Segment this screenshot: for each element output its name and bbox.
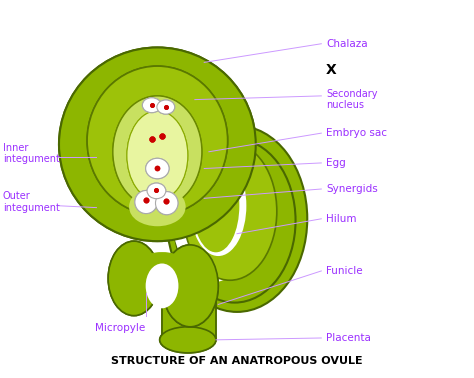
Ellipse shape — [155, 192, 178, 215]
Ellipse shape — [59, 48, 256, 241]
Ellipse shape — [129, 253, 195, 290]
Text: Micropyle: Micropyle — [95, 323, 145, 333]
Ellipse shape — [142, 98, 161, 113]
Ellipse shape — [146, 158, 169, 179]
Ellipse shape — [174, 139, 296, 303]
Ellipse shape — [87, 66, 228, 215]
Ellipse shape — [146, 263, 178, 308]
Ellipse shape — [192, 159, 239, 253]
Ellipse shape — [108, 241, 160, 316]
Text: Chalaza: Chalaza — [326, 39, 368, 49]
Text: Hilum: Hilum — [326, 214, 356, 224]
Text: Secondary
nucleus: Secondary nucleus — [326, 89, 377, 110]
Text: X: X — [326, 63, 337, 77]
Text: Egg: Egg — [326, 158, 346, 168]
Text: Embryo sac: Embryo sac — [326, 128, 387, 138]
Ellipse shape — [183, 143, 277, 280]
Ellipse shape — [146, 263, 178, 308]
Text: Synergids: Synergids — [326, 184, 378, 194]
Ellipse shape — [142, 98, 161, 113]
Ellipse shape — [206, 174, 248, 256]
Ellipse shape — [108, 241, 160, 316]
Ellipse shape — [207, 180, 242, 247]
Ellipse shape — [197, 161, 263, 273]
Ellipse shape — [162, 245, 218, 327]
Text: Outer
integument: Outer integument — [3, 191, 60, 213]
Ellipse shape — [195, 159, 265, 278]
Ellipse shape — [160, 327, 216, 353]
Ellipse shape — [146, 158, 169, 179]
Ellipse shape — [59, 48, 256, 241]
Ellipse shape — [167, 125, 307, 312]
Ellipse shape — [147, 183, 166, 199]
Ellipse shape — [157, 100, 175, 114]
Ellipse shape — [87, 66, 228, 215]
Ellipse shape — [127, 111, 188, 200]
Ellipse shape — [135, 191, 157, 214]
Ellipse shape — [113, 96, 202, 208]
Ellipse shape — [155, 192, 178, 215]
Ellipse shape — [129, 253, 195, 290]
Text: Inner
integument: Inner integument — [3, 143, 60, 164]
Text: Funicle: Funicle — [326, 266, 363, 276]
Ellipse shape — [190, 155, 246, 256]
Ellipse shape — [135, 191, 157, 214]
Text: Placenta: Placenta — [326, 333, 371, 343]
FancyBboxPatch shape — [162, 258, 216, 344]
Ellipse shape — [157, 100, 175, 114]
FancyBboxPatch shape — [162, 258, 216, 344]
Ellipse shape — [127, 111, 188, 200]
Ellipse shape — [172, 141, 256, 282]
Ellipse shape — [129, 187, 185, 225]
Ellipse shape — [162, 245, 218, 327]
Ellipse shape — [113, 96, 202, 208]
Ellipse shape — [129, 189, 185, 226]
Ellipse shape — [147, 183, 166, 199]
Ellipse shape — [160, 327, 216, 353]
Text: STRUCTURE OF AN ANATROPOUS OVULE: STRUCTURE OF AN ANATROPOUS OVULE — [111, 356, 363, 366]
